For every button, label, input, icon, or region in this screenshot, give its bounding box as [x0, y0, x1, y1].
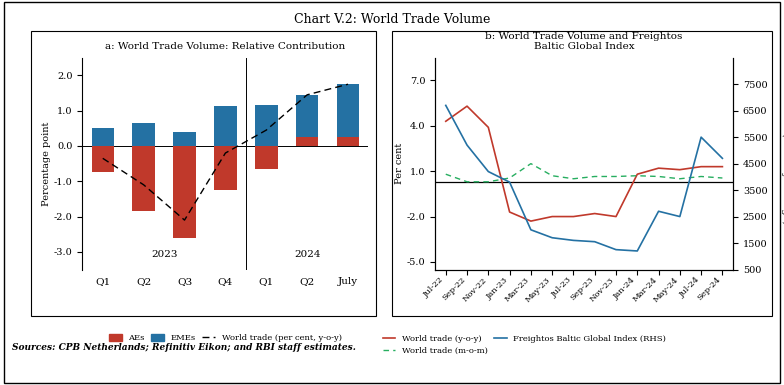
Bar: [132, 123, 155, 146]
Bar: [92, 146, 114, 172]
Bar: [337, 137, 359, 146]
Title: b: World Trade Volume and Freightos
Baltic Global Index: b: World Trade Volume and Freightos Balt…: [485, 32, 683, 52]
Bar: [214, 106, 237, 146]
Bar: [296, 137, 318, 146]
Legend: AEs, EMEs, World trade (per cent, y-o-y): AEs, EMEs, World trade (per cent, y-o-y): [106, 331, 345, 346]
Bar: [255, 146, 278, 169]
Bar: [92, 128, 114, 146]
Legend: World trade (y-o-y), World trade (m-o-m), Freightos Baltic Global Index (RHS): World trade (y-o-y), World trade (m-o-m)…: [379, 331, 670, 358]
Text: 2023: 2023: [151, 250, 177, 259]
Y-axis label: Index (Monthly average): Index (Monthly average): [782, 102, 784, 225]
Bar: [337, 84, 359, 146]
Y-axis label: Percentage point: Percentage point: [42, 121, 51, 206]
Bar: [132, 146, 155, 211]
Bar: [255, 105, 278, 146]
Text: 2024: 2024: [294, 250, 321, 259]
Y-axis label: Per cent: Per cent: [395, 143, 404, 184]
Title: a: World Trade Volume: Relative Contribution: a: World Trade Volume: Relative Contribu…: [105, 42, 346, 52]
Text: Sources: CPB Netherlands; Refinitiv Eikon; and RBI staff estimates.: Sources: CPB Netherlands; Refinitiv Eiko…: [12, 343, 356, 352]
Bar: [173, 132, 196, 146]
Bar: [296, 95, 318, 146]
Text: Chart V.2: World Trade Volume: Chart V.2: World Trade Volume: [294, 13, 490, 27]
Bar: [214, 146, 237, 190]
Bar: [173, 146, 196, 238]
